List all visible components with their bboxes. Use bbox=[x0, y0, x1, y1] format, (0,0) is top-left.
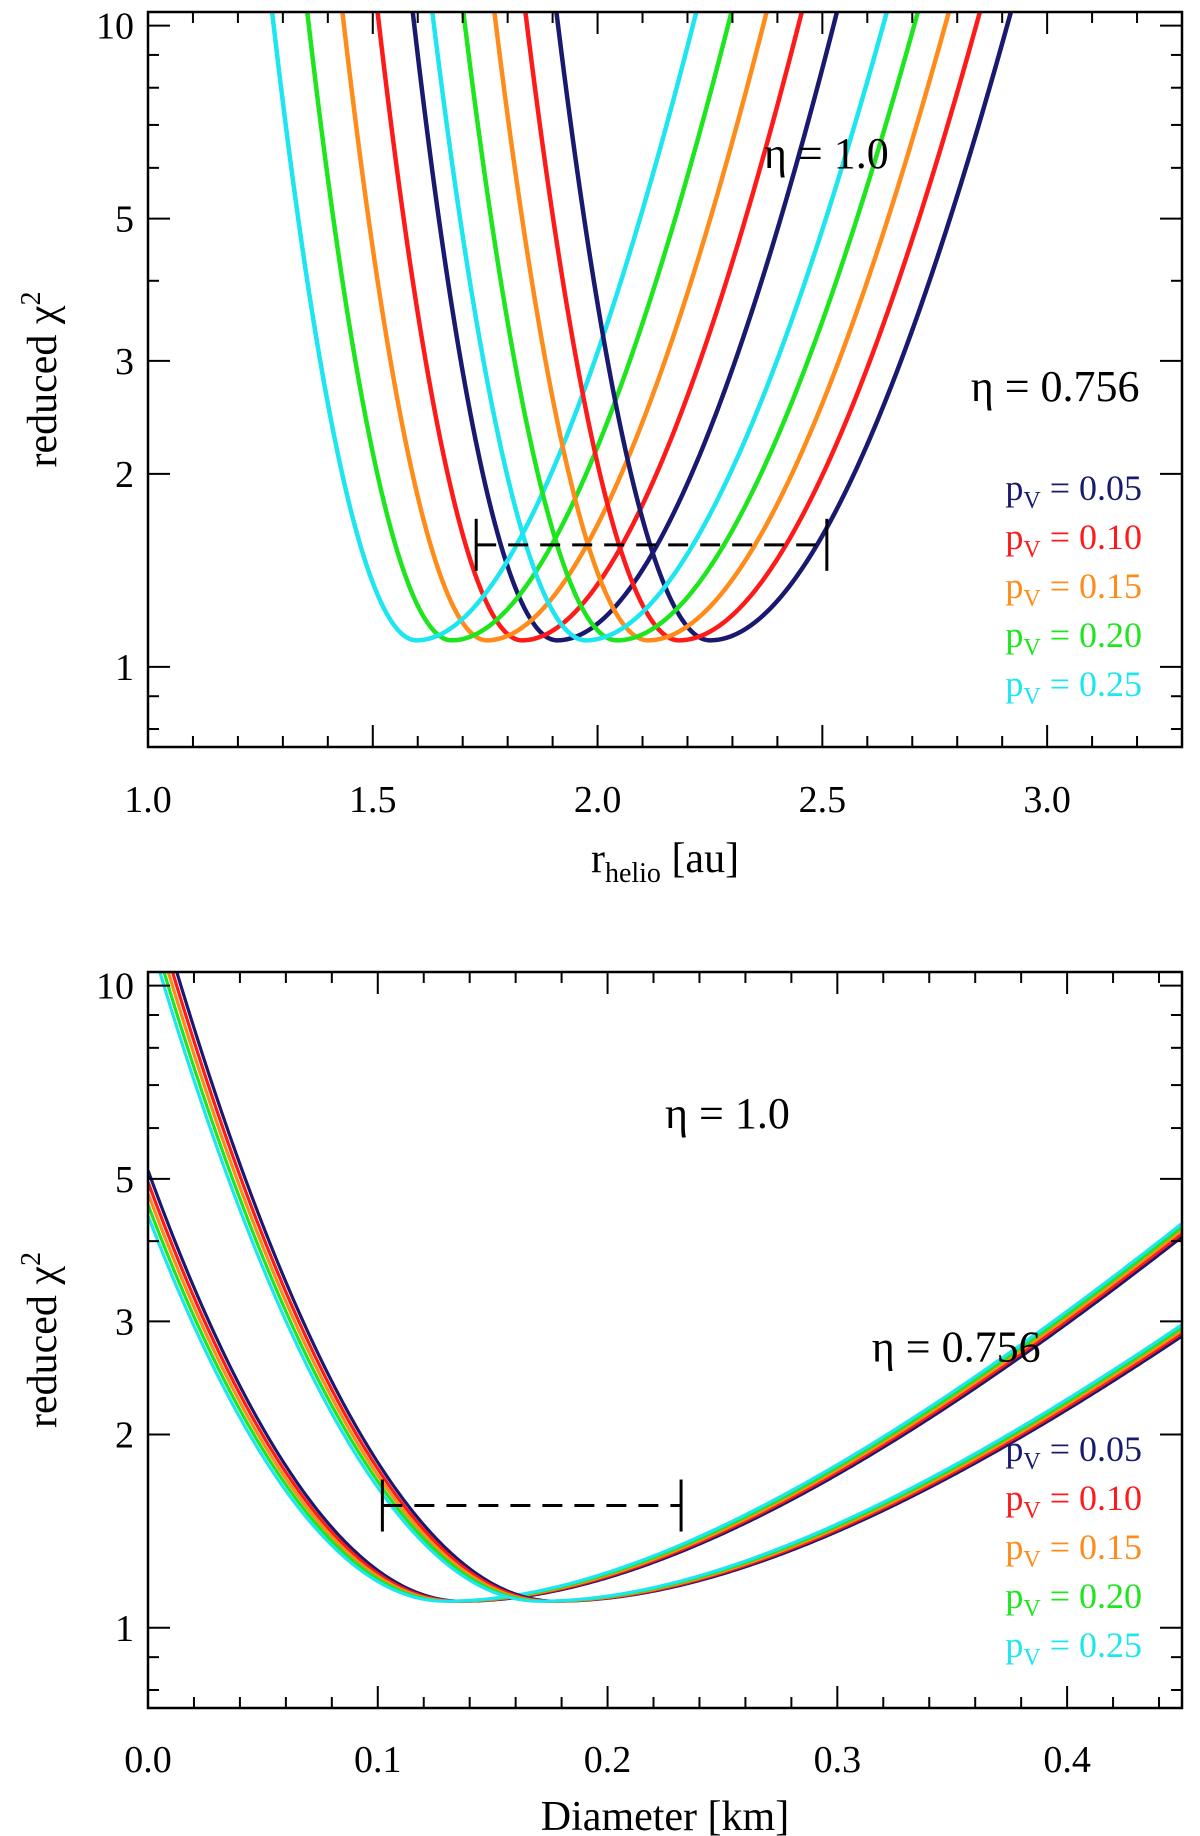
y-axis-label: reduced χ2 bbox=[16, 291, 66, 467]
chart-panel-2: 0.0 0.1 0.2 0.3 0.4 1 2 3 5 10 Diameter [km] reduce… bbox=[16, 966, 1184, 1836]
legend-entry: pV = 0.05 bbox=[1005, 1429, 1142, 1475]
x-tick-label: 0.0 bbox=[124, 1739, 172, 1781]
x-tick-label: 3.0 bbox=[1023, 779, 1071, 821]
y-tick-label: 10 bbox=[96, 6, 134, 48]
curve-0.756-pV0.05 bbox=[410, 12, 840, 643]
curve-1.0-pV0.25 bbox=[158, 972, 1182, 1603]
y-tick-label: 2 bbox=[115, 1414, 134, 1456]
y-tick-label: 3 bbox=[115, 1301, 134, 1343]
curve-1.0-pV0.15 bbox=[492, 12, 952, 643]
x-tick-label: 2.0 bbox=[574, 779, 622, 821]
legend-entry: pV = 0.25 bbox=[1005, 664, 1142, 710]
curves bbox=[269, 12, 1014, 643]
curve-0.756-pV0.15 bbox=[340, 12, 769, 643]
curve-0.756-pV0.20 bbox=[304, 12, 734, 643]
chart-panel-1: 1.0 1.5 2.0 2.5 3.0 1 2 3 5 10 rhelio [au] reduced … bbox=[16, 6, 1184, 889]
x-tick-label: 0.1 bbox=[354, 1739, 402, 1781]
curve-0.756-pV0.10 bbox=[148, 1181, 1182, 1603]
x-axis-label: Diameter [km] bbox=[541, 1794, 789, 1836]
curve-0.756-pV0.25 bbox=[148, 1215, 1182, 1603]
x-tick-label: 2.5 bbox=[799, 779, 847, 821]
y-tick-label: 10 bbox=[96, 966, 134, 1008]
legend-entry: pV = 0.25 bbox=[1005, 1625, 1142, 1671]
curve-0.756-pV0.25 bbox=[269, 12, 699, 643]
curve-1.0-pV0.20 bbox=[461, 12, 921, 643]
y-tick-label: 1 bbox=[115, 647, 134, 689]
y-tick-label: 3 bbox=[115, 341, 134, 383]
curve-1.0-pV0.10 bbox=[170, 972, 1182, 1603]
curves bbox=[148, 972, 1182, 1603]
legend-entry: pV = 0.15 bbox=[1005, 1527, 1142, 1573]
curve-0.756-pV0.10 bbox=[375, 12, 805, 643]
curve-1.0-pV0.25 bbox=[430, 12, 890, 643]
legend-entry: pV = 0.15 bbox=[1005, 566, 1142, 612]
y-tick-label: 5 bbox=[115, 1159, 134, 1201]
curve-0.756-pV0.15 bbox=[148, 1192, 1182, 1603]
curve-0.756-pV0.20 bbox=[148, 1204, 1182, 1603]
y-tick-label: 2 bbox=[115, 454, 134, 496]
y-tick-label: 5 bbox=[115, 199, 134, 241]
plot-frame bbox=[146, 10, 1184, 749]
x-tick-label: 0.3 bbox=[814, 1739, 862, 1781]
curve-0.756-pV0.05 bbox=[148, 1169, 1182, 1603]
plot-frame bbox=[146, 970, 1184, 1710]
x-tick-label: 1.0 bbox=[124, 779, 172, 821]
legend-entry: pV = 0.10 bbox=[1005, 517, 1142, 563]
legend-entry: pV = 0.05 bbox=[1005, 468, 1142, 514]
y-axis-label: reduced χ2 bbox=[16, 1252, 66, 1428]
eta-annotation: η = 1.0 bbox=[665, 1089, 790, 1138]
legend-entry: pV = 0.20 bbox=[1005, 1576, 1142, 1622]
x-tick-label: 0.2 bbox=[584, 1739, 632, 1781]
x-tick-label: 0.4 bbox=[1043, 1739, 1091, 1781]
eta-annotation: η = 0.756 bbox=[971, 362, 1140, 411]
legend-entry: pV = 0.20 bbox=[1005, 615, 1142, 661]
x-tick-label: 1.5 bbox=[349, 779, 397, 821]
eta-annotation: η = 0.756 bbox=[872, 1322, 1041, 1371]
y-tick-label: 1 bbox=[115, 1608, 134, 1650]
x-axis-label: rhelio [au] bbox=[591, 836, 739, 889]
eta-annotation: η = 1.0 bbox=[764, 129, 889, 178]
legend-entry: pV = 0.10 bbox=[1005, 1478, 1142, 1524]
curve-1.0-pV0.10 bbox=[523, 12, 983, 643]
